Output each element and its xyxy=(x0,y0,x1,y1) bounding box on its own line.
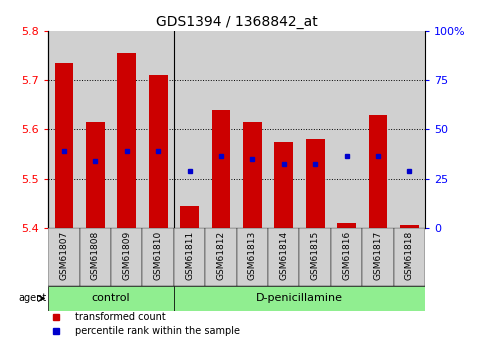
Text: GSM61818: GSM61818 xyxy=(405,230,414,280)
Bar xyxy=(205,31,237,228)
Bar xyxy=(394,228,425,286)
Text: GSM61808: GSM61808 xyxy=(91,230,100,280)
Text: GSM61817: GSM61817 xyxy=(373,230,383,280)
Bar xyxy=(205,228,237,286)
Title: GDS1394 / 1368842_at: GDS1394 / 1368842_at xyxy=(156,14,317,29)
Text: GSM61816: GSM61816 xyxy=(342,230,351,280)
Bar xyxy=(174,31,205,228)
Bar xyxy=(142,31,174,228)
Bar xyxy=(337,223,356,228)
Bar xyxy=(174,228,205,286)
Text: GSM61815: GSM61815 xyxy=(311,230,320,280)
Bar xyxy=(80,228,111,286)
Bar xyxy=(48,31,80,228)
Bar xyxy=(362,31,394,228)
Text: transformed count: transformed count xyxy=(75,313,165,322)
Bar xyxy=(299,228,331,286)
Bar xyxy=(306,139,325,228)
Bar xyxy=(237,31,268,228)
Text: control: control xyxy=(92,294,130,303)
Bar xyxy=(55,63,73,228)
Bar xyxy=(48,228,80,286)
Bar xyxy=(394,31,425,228)
Text: GSM61811: GSM61811 xyxy=(185,230,194,280)
Text: percentile rank within the sample: percentile rank within the sample xyxy=(75,326,240,336)
Bar xyxy=(268,31,299,228)
Bar xyxy=(331,228,362,286)
Text: GSM61810: GSM61810 xyxy=(154,230,163,280)
Bar xyxy=(149,75,168,228)
Bar xyxy=(180,206,199,228)
Bar xyxy=(174,286,425,310)
Text: GSM61809: GSM61809 xyxy=(122,230,131,280)
Text: GSM61814: GSM61814 xyxy=(279,230,288,280)
Text: D-penicillamine: D-penicillamine xyxy=(256,294,343,303)
Bar xyxy=(117,53,136,228)
Bar xyxy=(331,31,362,228)
Bar xyxy=(268,228,299,286)
Text: GSM61813: GSM61813 xyxy=(248,230,257,280)
Bar xyxy=(362,228,394,286)
Bar xyxy=(142,228,174,286)
Bar xyxy=(243,122,262,228)
Bar xyxy=(237,228,268,286)
Bar xyxy=(274,142,293,228)
Bar xyxy=(299,31,331,228)
Text: GSM61812: GSM61812 xyxy=(216,230,226,280)
Bar xyxy=(369,115,387,228)
Bar xyxy=(111,228,142,286)
Bar xyxy=(111,31,142,228)
Bar xyxy=(86,122,105,228)
Bar xyxy=(48,286,174,310)
Text: agent: agent xyxy=(18,294,47,303)
Text: GSM61807: GSM61807 xyxy=(59,230,69,280)
Bar xyxy=(212,110,230,228)
Bar xyxy=(400,225,419,228)
Bar xyxy=(80,31,111,228)
